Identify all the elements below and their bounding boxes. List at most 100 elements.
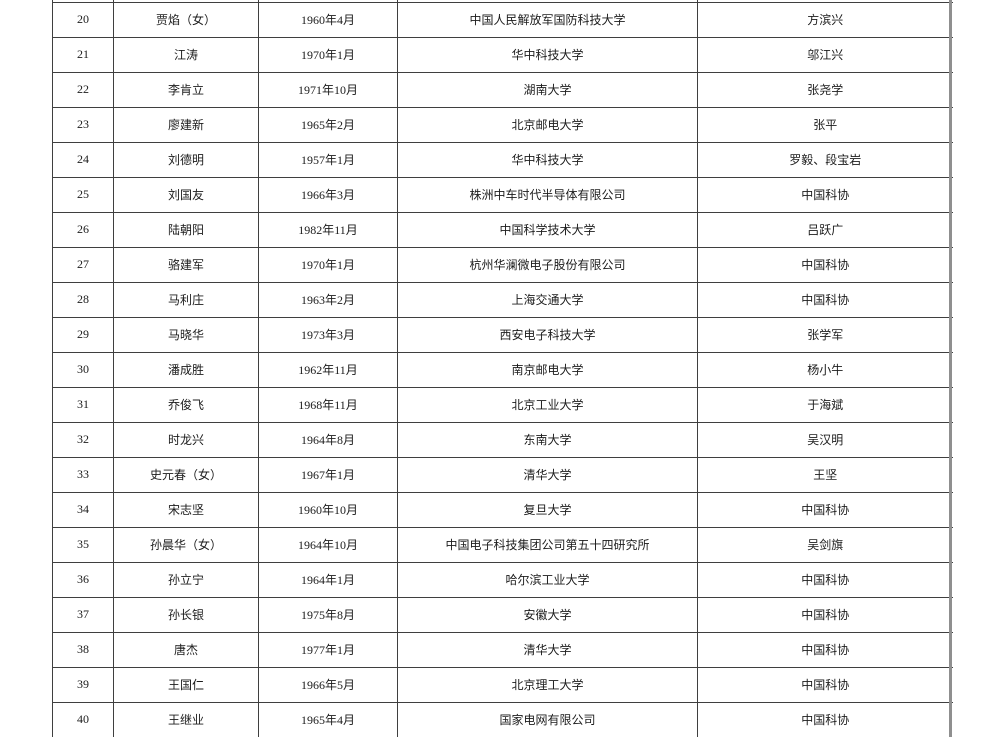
cell-birth-date: 1962年11月 xyxy=(258,351,398,388)
table-row: 37 孙长银 1975年8月 安徽大学 中国科协 xyxy=(52,596,953,633)
cell-nominator: 中国科协 xyxy=(697,596,953,633)
table-row: 25 刘国友 1966年3月 株洲中车时代半导体有限公司 中国科协 xyxy=(52,176,953,213)
cell-nominator: 吴剑旗 xyxy=(697,526,953,563)
cell-birth-date: 1965年2月 xyxy=(258,106,398,143)
table-row: 29 马晓华 1973年3月 西安电子科技大学 张学军 xyxy=(52,316,953,353)
cell-name: 唐杰 xyxy=(113,631,259,668)
cell-work-unit: 湖南大学 xyxy=(397,71,698,108)
cell-serial-number: 21 xyxy=(52,36,114,73)
cell-work-unit: 中国人民解放军国防科技大学 xyxy=(397,1,698,38)
cell-name: 潘成胜 xyxy=(113,351,259,388)
cell-serial-number: 20 xyxy=(52,1,114,38)
table-row: 33 史元春（女） 1967年1月 清华大学 王坚 xyxy=(52,456,953,493)
cell-birth-date: 1975年8月 xyxy=(258,596,398,633)
candidates-table: 20 贾焰（女） 1960年4月 中国人民解放军国防科技大学 方滨兴 21 江涛 1970年1… xyxy=(52,0,953,737)
cell-name: 江涛 xyxy=(113,36,259,73)
cell-work-unit: 清华大学 xyxy=(397,456,698,493)
table-body: 20 贾焰（女） 1960年4月 中国人民解放军国防科技大学 方滨兴 21 江涛 1970年1… xyxy=(52,0,953,737)
cell-name: 廖建新 xyxy=(113,106,259,143)
cell-nominator: 罗毅、段宝岩 xyxy=(697,141,953,178)
cell-serial-number: 39 xyxy=(52,666,114,703)
table-row: 38 唐杰 1977年1月 清华大学 中国科协 xyxy=(52,631,953,668)
cell-name: 乔俊飞 xyxy=(113,386,259,423)
cell-work-unit: 西安电子科技大学 xyxy=(397,316,698,353)
cell-birth-date: 1960年4月 xyxy=(258,1,398,38)
cell-work-unit: 复旦大学 xyxy=(397,491,698,528)
cell-serial-number: 31 xyxy=(52,386,114,423)
cell-work-unit: 北京邮电大学 xyxy=(397,106,698,143)
cell-birth-date: 1973年3月 xyxy=(258,316,398,353)
cell-serial-number: 33 xyxy=(52,456,114,493)
cell-name: 马利庄 xyxy=(113,281,259,318)
cell-birth-date: 1963年2月 xyxy=(258,281,398,318)
cell-name: 陆朝阳 xyxy=(113,211,259,248)
cell-work-unit: 北京工业大学 xyxy=(397,386,698,423)
cell-serial-number: 30 xyxy=(52,351,114,388)
cell-serial-number: 24 xyxy=(52,141,114,178)
cell-nominator: 中国科协 xyxy=(697,491,953,528)
cell-serial-number: 34 xyxy=(52,491,114,528)
cell-name: 孙立宁 xyxy=(113,561,259,598)
table-row: 21 江涛 1970年1月 华中科技大学 邬江兴 xyxy=(52,36,953,73)
cell-serial-number: 25 xyxy=(52,176,114,213)
table-row: 27 骆建军 1970年1月 杭州华澜微电子股份有限公司 中国科协 xyxy=(52,246,953,283)
table-row: 34 宋志坚 1960年10月 复旦大学 中国科协 xyxy=(52,491,953,528)
cell-serial-number: 27 xyxy=(52,246,114,283)
cell-work-unit: 南京邮电大学 xyxy=(397,351,698,388)
cell-work-unit: 哈尔滨工业大学 xyxy=(397,561,698,598)
page-right-edge-bar xyxy=(949,0,952,737)
cell-nominator: 中国科协 xyxy=(697,281,953,318)
table-row: 35 孙晨华（女） 1964年10月 中国电子科技集团公司第五十四研究所 吴剑旗 xyxy=(52,526,953,563)
cell-name: 李肯立 xyxy=(113,71,259,108)
cell-work-unit: 国家电网有限公司 xyxy=(397,701,698,737)
table-row: 24 刘德明 1957年1月 华中科技大学 罗毅、段宝岩 xyxy=(52,141,953,178)
cell-nominator: 张尧学 xyxy=(697,71,953,108)
cell-name: 王国仁 xyxy=(113,666,259,703)
cell-birth-date: 1970年1月 xyxy=(258,36,398,73)
cell-serial-number: 26 xyxy=(52,211,114,248)
cell-name: 刘德明 xyxy=(113,141,259,178)
cell-serial-number: 28 xyxy=(52,281,114,318)
cell-serial-number: 38 xyxy=(52,631,114,668)
cell-serial-number: 40 xyxy=(52,701,114,737)
cell-nominator: 中国科协 xyxy=(697,666,953,703)
cell-birth-date: 1982年11月 xyxy=(258,211,398,248)
cell-work-unit: 北京理工大学 xyxy=(397,666,698,703)
cell-name: 孙长银 xyxy=(113,596,259,633)
cell-name: 孙晨华（女） xyxy=(113,526,259,563)
cell-serial-number: 35 xyxy=(52,526,114,563)
cell-nominator: 中国科协 xyxy=(697,246,953,283)
table-row: 40 王继业 1965年4月 国家电网有限公司 中国科协 xyxy=(52,701,953,737)
cell-name: 史元春（女） xyxy=(113,456,259,493)
cell-work-unit: 杭州华澜微电子股份有限公司 xyxy=(397,246,698,283)
cell-nominator: 张学军 xyxy=(697,316,953,353)
cell-nominator: 王坚 xyxy=(697,456,953,493)
cell-nominator: 中国科协 xyxy=(697,631,953,668)
cell-birth-date: 1977年1月 xyxy=(258,631,398,668)
table-row: 20 贾焰（女） 1960年4月 中国人民解放军国防科技大学 方滨兴 xyxy=(52,1,953,38)
cell-nominator: 邬江兴 xyxy=(697,36,953,73)
cell-work-unit: 上海交通大学 xyxy=(397,281,698,318)
cell-serial-number: 32 xyxy=(52,421,114,458)
cell-birth-date: 1964年10月 xyxy=(258,526,398,563)
cell-work-unit: 华中科技大学 xyxy=(397,141,698,178)
table-row: 22 李肯立 1971年10月 湖南大学 张尧学 xyxy=(52,71,953,108)
cell-work-unit: 华中科技大学 xyxy=(397,36,698,73)
cell-birth-date: 1968年11月 xyxy=(258,386,398,423)
cell-nominator: 方滨兴 xyxy=(697,1,953,38)
table-row: 26 陆朝阳 1982年11月 中国科学技术大学 吕跃广 xyxy=(52,211,953,248)
cell-birth-date: 1970年1月 xyxy=(258,246,398,283)
cell-name: 宋志坚 xyxy=(113,491,259,528)
cell-birth-date: 1971年10月 xyxy=(258,71,398,108)
cell-nominator: 中国科协 xyxy=(697,561,953,598)
cell-birth-date: 1965年4月 xyxy=(258,701,398,737)
cell-name: 时龙兴 xyxy=(113,421,259,458)
cell-nominator: 吕跃广 xyxy=(697,211,953,248)
cell-name: 王继业 xyxy=(113,701,259,737)
cell-work-unit: 中国科学技术大学 xyxy=(397,211,698,248)
cell-serial-number: 23 xyxy=(52,106,114,143)
cell-serial-number: 22 xyxy=(52,71,114,108)
cell-work-unit: 清华大学 xyxy=(397,631,698,668)
candidates-table-wrap: 20 贾焰（女） 1960年4月 中国人民解放军国防科技大学 方滨兴 21 江涛 1970年1… xyxy=(52,0,953,737)
